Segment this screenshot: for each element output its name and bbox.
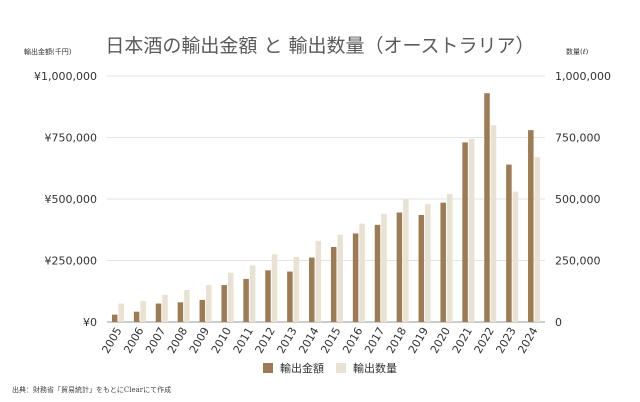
bar-export-value xyxy=(243,278,249,322)
bar-export-volume xyxy=(293,256,300,322)
left-axis-label: 輸出金額(千円) xyxy=(24,47,72,56)
right-tick-label: 0 xyxy=(555,316,562,329)
chart-title: 日本酒の輸出金額 と 輸出数量（オーストラリア） xyxy=(105,35,534,57)
left-tick-label: ¥750,000 xyxy=(45,132,98,145)
bar-export-value xyxy=(374,224,381,322)
x-tick-label: 2008 xyxy=(165,325,190,356)
right-tick-label: 250,000 xyxy=(555,255,601,268)
x-tick-label: 2013 xyxy=(274,325,299,356)
bar-export-value xyxy=(177,302,184,322)
bar-export-volume xyxy=(184,290,190,322)
bar-export-volume xyxy=(359,223,365,322)
bar-export-value xyxy=(418,214,425,322)
x-tick-label: 2005 xyxy=(99,325,124,356)
x-tick-label: 2019 xyxy=(406,325,431,356)
bar-export-value xyxy=(440,202,446,322)
bar-export-volume xyxy=(446,194,453,322)
source-note: 出典：財務省「貿易統計」をもとにClearにて作成 xyxy=(12,385,171,394)
bar-export-volume xyxy=(490,125,497,322)
bar-export-volume xyxy=(534,157,541,322)
bar-export-volume xyxy=(118,303,124,322)
bar-export-volume xyxy=(249,265,256,322)
x-tick-label: 2018 xyxy=(384,325,409,356)
left-tick-label: ¥500,000 xyxy=(45,193,98,206)
x-tick-label: 2010 xyxy=(209,325,234,356)
bar-export-value xyxy=(462,142,468,322)
x-tick-label: 2020 xyxy=(428,325,453,356)
bar-export-value xyxy=(155,303,162,322)
bar-export-volume xyxy=(227,272,234,322)
bar-export-volume xyxy=(315,240,322,322)
bar-export-volume xyxy=(140,301,146,322)
legend-label-export-value: 輸出金額 xyxy=(280,361,324,375)
bar-export-volume xyxy=(468,138,475,322)
bar-export-volume xyxy=(337,234,343,322)
right-y-axis: 0 250,000 500,000 750,000 1,000,000 xyxy=(555,70,611,329)
right-tick-label: 500,000 xyxy=(555,193,601,206)
bar-export-value xyxy=(506,164,512,322)
bars xyxy=(111,93,541,322)
x-tick-label: 2007 xyxy=(143,325,168,356)
left-tick-label: ¥250,000 xyxy=(45,255,98,268)
x-tick-label: 2017 xyxy=(362,325,387,356)
bar-export-volume xyxy=(162,294,168,322)
left-y-axis: ¥0 ¥250,000 ¥500,000 ¥750,000 ¥1,000,000 xyxy=(34,70,97,329)
legend-label-export-volume: 輸出数量 xyxy=(353,361,397,375)
bar-export-value xyxy=(133,311,140,322)
bar-export-value xyxy=(199,299,206,322)
bar-export-volume xyxy=(381,213,387,322)
x-tick-label: 2016 xyxy=(340,325,365,356)
bar-export-volume xyxy=(271,254,278,322)
x-tick-label: 2022 xyxy=(472,325,497,356)
legend-swatch-export-value xyxy=(263,363,273,373)
x-tick-label: 2009 xyxy=(187,325,212,356)
bar-export-value xyxy=(396,212,403,322)
x-tick-label: 2011 xyxy=(231,325,256,356)
legend-swatch-export-volume xyxy=(336,363,346,373)
x-tick-label: 2012 xyxy=(253,325,278,356)
right-axis-label: 数量(ℓ) xyxy=(566,47,589,56)
right-tick-label: 750,000 xyxy=(555,132,601,145)
x-tick-label: 2021 xyxy=(450,325,475,356)
bar-export-volume xyxy=(206,285,212,322)
grid-lines xyxy=(107,75,545,323)
bar-export-volume xyxy=(425,203,431,322)
bar-export-volume xyxy=(403,199,409,322)
x-axis: 2005200620072008200920102011201220132014… xyxy=(99,325,540,356)
x-tick-label: 2023 xyxy=(493,325,518,356)
bar-export-volume xyxy=(512,191,519,322)
bar-export-value xyxy=(265,270,271,322)
bar-export-value xyxy=(111,314,118,322)
x-tick-label: 2006 xyxy=(121,325,146,356)
legend: 輸出金額 輸出数量 xyxy=(263,361,397,375)
x-tick-label: 2015 xyxy=(318,325,343,356)
bar-export-value xyxy=(352,233,359,322)
bar-export-value xyxy=(287,271,293,322)
x-tick-label: 2014 xyxy=(296,325,321,356)
left-tick-label: ¥1,000,000 xyxy=(34,70,97,83)
bar-export-value xyxy=(528,130,534,322)
bar-export-value xyxy=(484,93,490,322)
left-tick-label: ¥0 xyxy=(83,316,97,329)
x-tick-label: 2024 xyxy=(515,325,540,356)
bar-export-value xyxy=(221,285,227,322)
right-tick-label: 1,000,000 xyxy=(555,70,611,83)
bar-export-value xyxy=(330,246,337,322)
bar-export-value xyxy=(309,257,315,322)
